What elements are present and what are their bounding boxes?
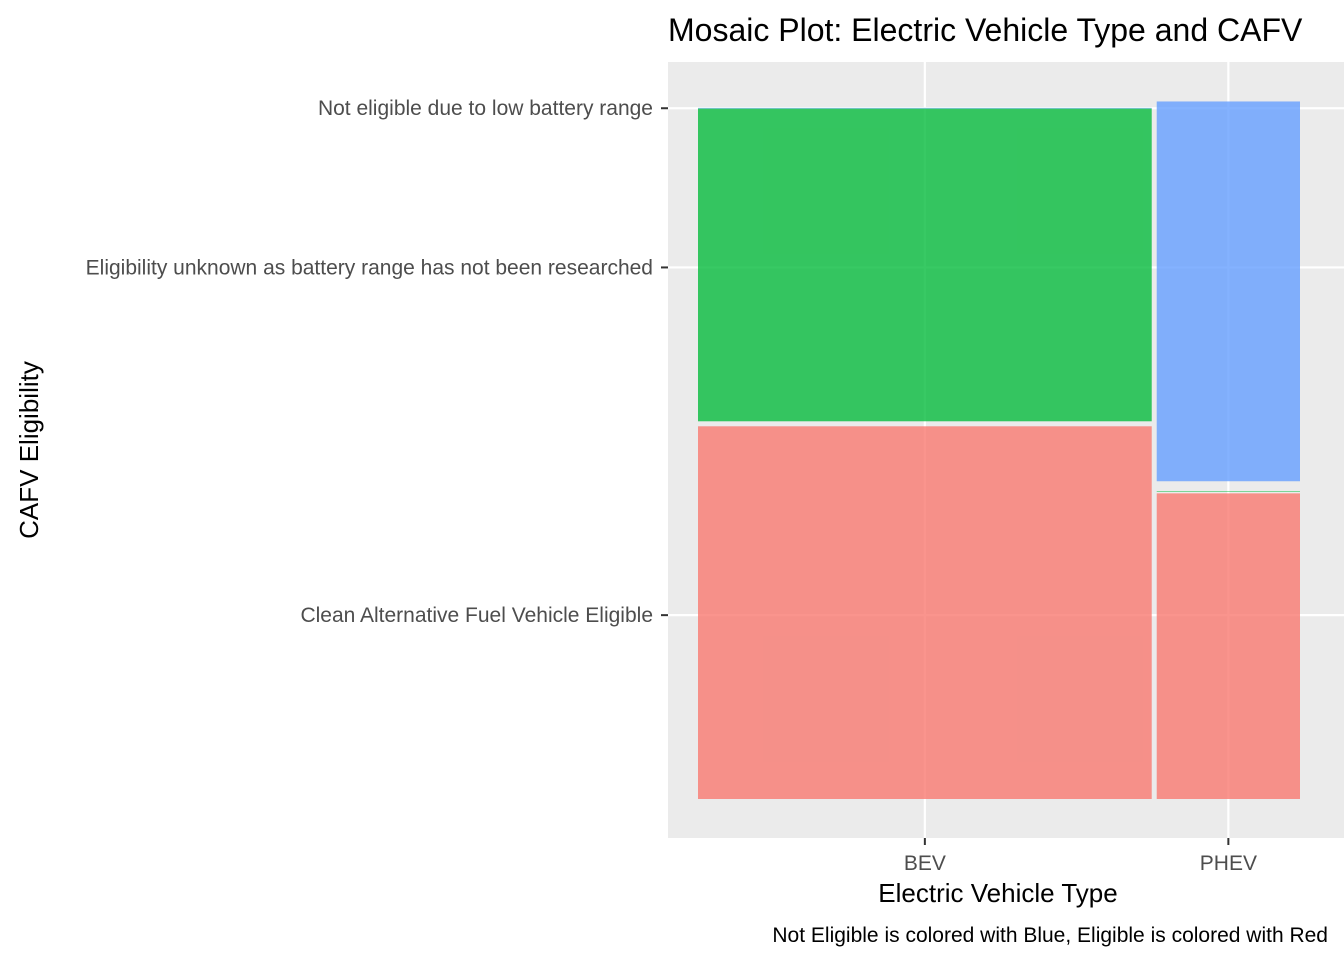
tile-bev-not-eligible-due-to-low-battery-range: [698, 107, 1152, 109]
mosaic-tiles: [698, 101, 1300, 799]
x-tick-label-phev: PHEV: [1200, 852, 1257, 875]
tile-phev-clean-alternative-fuel-vehicle-eligible: [1156, 493, 1300, 799]
x-axis: BEV PHEV: [904, 838, 1257, 875]
y-tick-label-not-eligible-due-to-low-battery-range: Not eligible due to low battery range: [318, 97, 653, 120]
tile-bev-clean-alternative-fuel-vehicle-eligible: [698, 426, 1152, 799]
x-tick-label-bev: BEV: [904, 852, 946, 875]
x-axis-title: Electric Vehicle Type: [878, 878, 1117, 908]
tile-phev-eligibility-unknown-as-battery-range-has-not-been-researched: [1156, 491, 1300, 492]
y-axis: Clean Alternative Fuel Vehicle Eligible E…: [86, 97, 668, 627]
y-axis-title: CAFV Eligibility: [14, 361, 44, 539]
y-tick-label-eligibility-unknown-as-battery-range-has-not-been-researched: Eligibility unknown as battery range has…: [86, 256, 653, 279]
tile-phev-not-eligible-due-to-low-battery-range: [1156, 101, 1300, 482]
y-tick-label-clean-alternative-fuel-vehicle-eligible: Clean Alternative Fuel Vehicle Eligible: [300, 604, 653, 627]
chart-title: Mosaic Plot: Electric Vehicle Type and C…: [668, 12, 1303, 48]
tile-bev-eligibility-unknown-as-battery-range-has-not-been-researched: [698, 108, 1152, 422]
chart-caption: Not Eligible is colored with Blue, Eligi…: [772, 924, 1328, 947]
